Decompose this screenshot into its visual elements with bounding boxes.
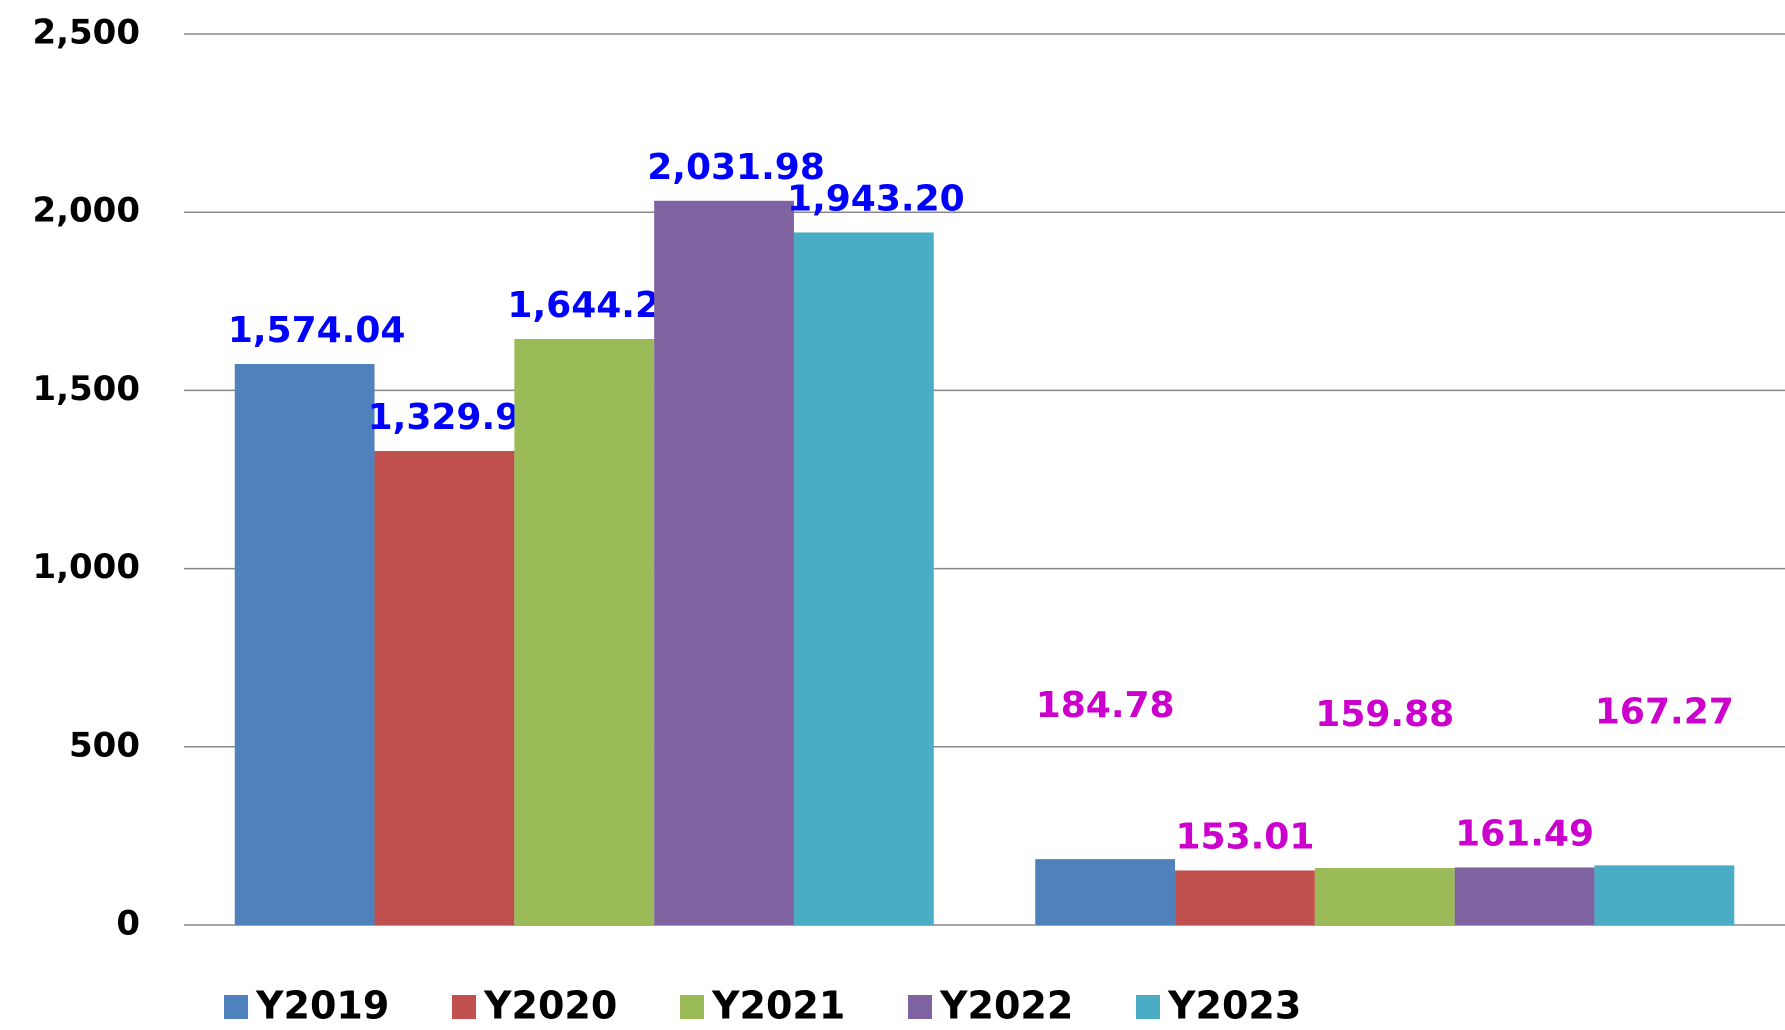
- legend-label: Y2020: [483, 984, 617, 1028]
- legend-swatch: [224, 995, 248, 1019]
- bar: [1035, 859, 1176, 925]
- bar: [514, 339, 655, 925]
- bar: [1454, 867, 1595, 925]
- legend-swatch: [1136, 995, 1160, 1019]
- y-tick-label: 1,000: [32, 547, 140, 587]
- bar: [793, 232, 934, 925]
- bar: [1314, 868, 1455, 925]
- y-tick-label: 0: [116, 904, 140, 944]
- value-label: 161.49: [1455, 813, 1594, 854]
- value-label: 1,574.04: [228, 310, 406, 351]
- legend-label: Y2022: [939, 984, 1073, 1028]
- value-label: 2,031.98: [647, 147, 825, 188]
- legend-label: Y2019: [255, 984, 389, 1028]
- legend-label: Y2023: [1167, 984, 1301, 1028]
- bar: [234, 364, 375, 925]
- value-label: 1,943.20: [787, 178, 965, 219]
- legend-swatch: [452, 995, 476, 1019]
- value-label: 159.88: [1315, 694, 1454, 735]
- bar: [1175, 870, 1315, 925]
- y-tick-label: 2,500: [32, 13, 140, 53]
- y-tick-label: 1,500: [32, 369, 140, 409]
- value-label: 167.27: [1595, 691, 1734, 732]
- value-label: 153.01: [1175, 816, 1314, 857]
- value-label: 184.78: [1036, 685, 1175, 726]
- bar: [1594, 865, 1735, 925]
- legend-swatch: [908, 995, 932, 1019]
- y-tick-label: 500: [69, 725, 140, 765]
- legend-swatch: [680, 995, 704, 1019]
- y-tick-label: 2,000: [32, 191, 140, 231]
- bar: [374, 451, 515, 925]
- legend-label: Y2021: [711, 984, 845, 1028]
- bar: [654, 200, 794, 926]
